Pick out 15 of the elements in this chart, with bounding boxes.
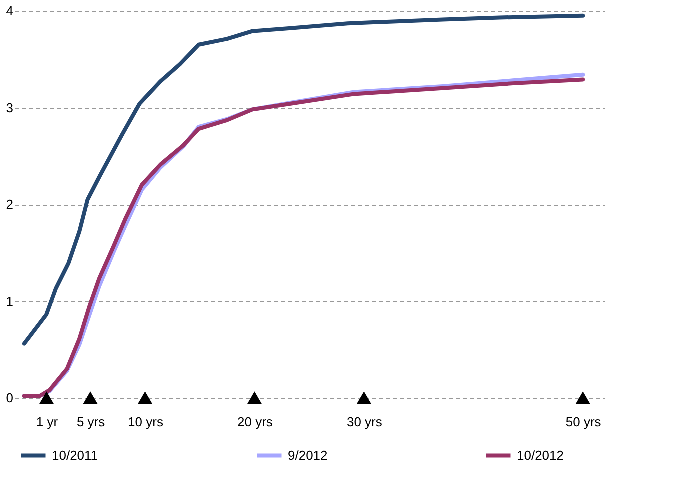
y-tick-label: 1 bbox=[6, 294, 14, 309]
x-tick-label: 1 yr bbox=[36, 414, 59, 430]
x-tick-label: 30 yrs bbox=[346, 414, 383, 430]
x-tick-label: 10 yrs bbox=[128, 414, 164, 430]
y-tick-label: 0 bbox=[6, 390, 14, 406]
x-tick-label: 20 yrs bbox=[238, 414, 274, 430]
y-tick-label: 3 bbox=[6, 100, 14, 116]
legend-label: 9/2012 bbox=[288, 448, 328, 463]
x-tick-label: 50 yrs bbox=[566, 414, 602, 430]
legend-label: 10/2012 bbox=[517, 448, 564, 463]
legend-label: 10/2011 bbox=[52, 448, 98, 463]
y-tick-label: 2 bbox=[6, 197, 14, 212]
x-tick-label: 5 yrs bbox=[76, 414, 106, 430]
y-tick-label: 4 bbox=[6, 4, 14, 18]
line-series bbox=[22, 14, 586, 346]
